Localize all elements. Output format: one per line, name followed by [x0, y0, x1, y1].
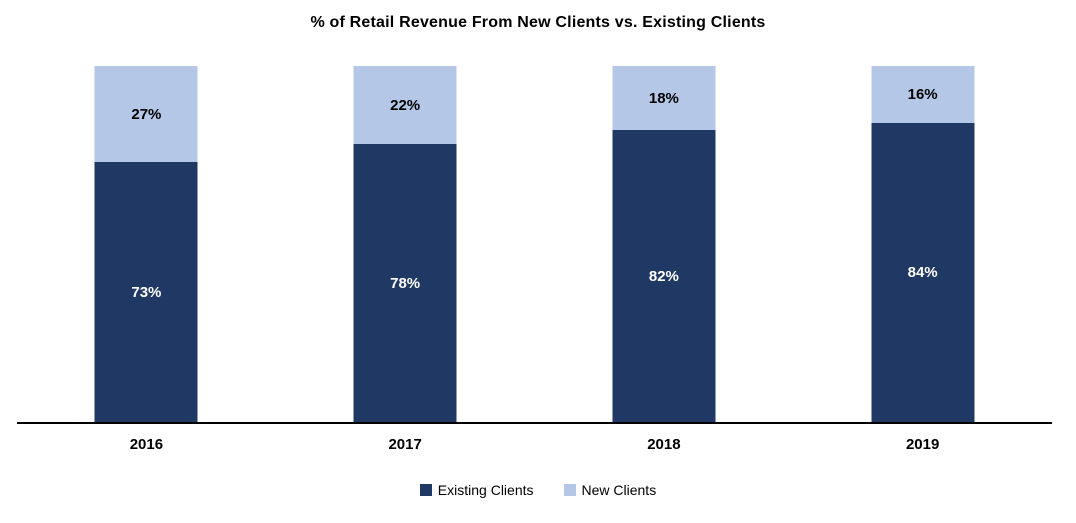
bar-segment-new-clients-2017: 22% [353, 66, 457, 145]
x-axis-label-2016: 2016 [129, 436, 164, 453]
bar-segment-existing-clients-2017: 78% [353, 144, 457, 422]
legend-item-existing-clients: Existing Clients [419, 482, 534, 498]
bar-segment-new-clients-2019: 16% [871, 66, 975, 123]
bar-segment-new-clients-2018: 18% [612, 66, 716, 131]
x-axis-labels: 2016 2017 2018 2019 [17, 436, 1052, 458]
data-label: 82% [648, 267, 679, 285]
legend-label: Existing Clients [437, 482, 534, 498]
data-label: 84% [907, 263, 938, 281]
legend-swatch-icon [419, 484, 432, 496]
x-axis-label-2019: 2019 [905, 436, 940, 453]
x-axis-label-2018: 2018 [647, 436, 681, 453]
data-label: 78% [390, 274, 421, 292]
bar-2016: 27% 73% [94, 66, 198, 422]
data-label: 16% [907, 85, 938, 103]
bar-2019: 16% 84% [871, 66, 975, 422]
data-label: 22% [390, 96, 421, 114]
data-label: 18% [648, 89, 679, 107]
legend: Existing Clients New Clients [0, 482, 1076, 498]
plot-area: 27% 73% 22% 78% 18% 82% 16% 84% [17, 66, 1052, 424]
data-label: 27% [131, 105, 162, 123]
bar-segment-existing-clients-2016: 73% [94, 162, 198, 422]
chart-title: % of Retail Revenue From New Clients vs.… [310, 14, 766, 31]
legend-item-new-clients: New Clients [563, 482, 657, 498]
legend-label: New Clients [581, 482, 657, 498]
bar-segment-existing-clients-2019: 84% [871, 122, 975, 422]
x-axis-label-2017: 2017 [388, 436, 422, 453]
legend-swatch-icon [563, 484, 576, 496]
bar-2017: 22% 78% [353, 66, 457, 422]
data-label: 73% [131, 283, 162, 301]
bar-segment-new-clients-2016: 27% [94, 66, 198, 163]
bar-2018: 18% 82% [612, 66, 716, 422]
bar-segment-existing-clients-2018: 82% [612, 130, 716, 422]
